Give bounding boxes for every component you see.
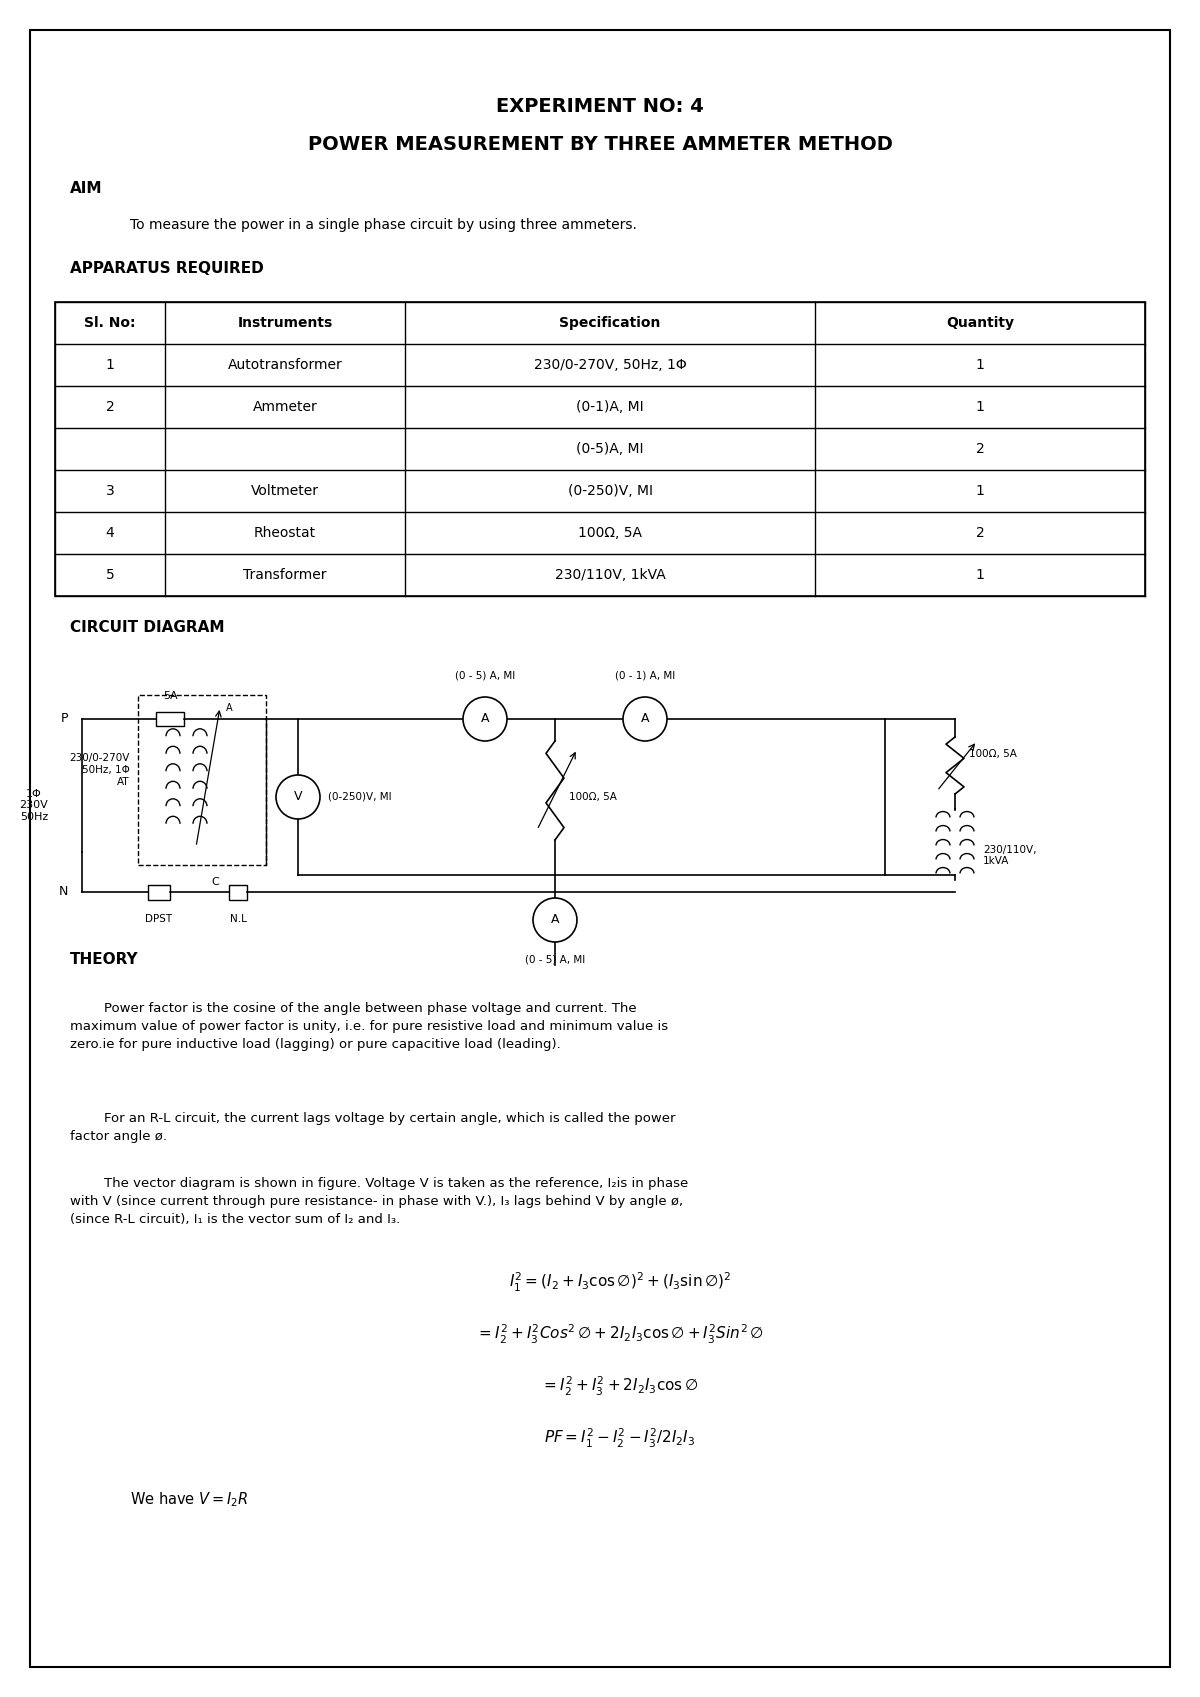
- Text: To measure the power in a single phase circuit by using three ammeters.: To measure the power in a single phase c…: [130, 217, 637, 232]
- Text: $= I_2^2 + I_3^2 + 2I_2I_3 \cos \emptyset$: $= I_2^2 + I_3^2 + 2I_2I_3 \cos \emptyse…: [541, 1375, 698, 1398]
- Text: 230/0-270V, 50Hz, 1Φ: 230/0-270V, 50Hz, 1Φ: [534, 358, 686, 372]
- Text: A: A: [226, 703, 233, 713]
- Text: Rheostat: Rheostat: [254, 526, 316, 540]
- Text: 1Φ
230V
50Hz: 1Φ 230V 50Hz: [19, 789, 48, 821]
- Text: 5: 5: [106, 568, 114, 582]
- Text: POWER MEASUREMENT BY THREE AMMETER METHOD: POWER MEASUREMENT BY THREE AMMETER METHO…: [307, 136, 893, 154]
- Text: A: A: [641, 713, 649, 726]
- Text: Transformer: Transformer: [244, 568, 326, 582]
- Circle shape: [533, 898, 577, 942]
- Text: Voltmeter: Voltmeter: [251, 484, 319, 497]
- Text: 4: 4: [106, 526, 114, 540]
- Text: (0 - 5) A, MI: (0 - 5) A, MI: [524, 955, 586, 966]
- Text: 1: 1: [976, 484, 984, 497]
- Text: A: A: [551, 913, 559, 927]
- Text: $I_1^2 = (I_2 + I_3 \cos \emptyset)^2 + (I_3 \sin \emptyset)^2$: $I_1^2 = (I_2 + I_3 \cos \emptyset)^2 + …: [509, 1271, 731, 1293]
- Text: DPST: DPST: [145, 915, 173, 923]
- Text: 230/110V,
1kVA: 230/110V, 1kVA: [983, 845, 1037, 865]
- Text: V: V: [294, 791, 302, 803]
- Text: For an R-L circuit, the current lags voltage by certain angle, which is called t: For an R-L circuit, the current lags vol…: [70, 1112, 676, 1144]
- Text: Ammeter: Ammeter: [253, 400, 317, 414]
- Text: N.L: N.L: [229, 915, 246, 923]
- Bar: [156, 713, 184, 726]
- Text: A: A: [481, 713, 490, 726]
- Text: We have $V = I_2R$: We have $V = I_2R$: [130, 1490, 248, 1509]
- Text: (0-250)V, MI: (0-250)V, MI: [328, 792, 391, 803]
- Text: 1: 1: [976, 358, 984, 372]
- Text: Quantity: Quantity: [946, 316, 1014, 329]
- Text: CIRCUIT DIAGRAM: CIRCUIT DIAGRAM: [70, 621, 224, 635]
- Text: 100Ω, 5A: 100Ω, 5A: [569, 792, 617, 803]
- Text: 1: 1: [106, 358, 114, 372]
- Text: Autotransformer: Autotransformer: [228, 358, 342, 372]
- Bar: [229, 886, 247, 899]
- Text: (0 - 5) A, MI: (0 - 5) A, MI: [455, 670, 515, 680]
- Text: N: N: [59, 886, 68, 898]
- Text: THEORY: THEORY: [70, 952, 139, 967]
- Text: $PF = I_1^2 - I_2^2 - I_3^2/2I_2I_3$: $PF = I_1^2 - I_2^2 - I_3^2/2I_2I_3$: [545, 1427, 696, 1449]
- Circle shape: [276, 776, 320, 820]
- Text: 100Ω, 5A: 100Ω, 5A: [970, 748, 1016, 759]
- Text: 5A: 5A: [163, 691, 178, 701]
- Text: 3: 3: [106, 484, 114, 497]
- Text: (0-250)V, MI: (0-250)V, MI: [568, 484, 653, 497]
- Text: EXPERIMENT NO: 4: EXPERIMENT NO: 4: [496, 97, 704, 117]
- Bar: [148, 886, 170, 899]
- Text: 2: 2: [976, 526, 984, 540]
- Text: $= I_2^2 + I_3^2Cos^2\, \emptyset + 2I_2I_3 \cos \emptyset + I_3^2Sin^2\, \empty: $= I_2^2 + I_3^2Cos^2\, \emptyset + 2I_2…: [476, 1322, 764, 1346]
- Text: 1: 1: [976, 400, 984, 414]
- Text: AIM: AIM: [70, 182, 102, 197]
- Text: (0-1)A, MI: (0-1)A, MI: [576, 400, 644, 414]
- Text: P: P: [60, 713, 68, 726]
- Text: 2: 2: [976, 441, 984, 456]
- Text: C: C: [211, 877, 218, 888]
- Text: 100Ω, 5A: 100Ω, 5A: [578, 526, 642, 540]
- Text: APPARATUS REQUIRED: APPARATUS REQUIRED: [70, 261, 264, 277]
- Text: 230/0-270V
50Hz, 1Φ
AT: 230/0-270V 50Hz, 1Φ AT: [70, 753, 130, 787]
- Text: 230/110V, 1kVA: 230/110V, 1kVA: [554, 568, 665, 582]
- Bar: [55, 302, 1145, 596]
- Text: Power factor is the cosine of the angle between phase voltage and current. The
m: Power factor is the cosine of the angle …: [70, 1001, 668, 1050]
- Text: Instruments: Instruments: [238, 316, 332, 329]
- Text: (0 - 1) A, MI: (0 - 1) A, MI: [614, 670, 676, 680]
- Text: Specification: Specification: [559, 316, 661, 329]
- Text: (0-5)A, MI: (0-5)A, MI: [576, 441, 643, 456]
- Bar: [138, 696, 266, 865]
- Text: The vector diagram is shown in figure. Voltage V is taken as the reference, I₂is: The vector diagram is shown in figure. V…: [70, 1178, 689, 1225]
- Text: 2: 2: [106, 400, 114, 414]
- Circle shape: [623, 697, 667, 742]
- Circle shape: [463, 697, 506, 742]
- Text: 1: 1: [976, 568, 984, 582]
- Text: Sl. No:: Sl. No:: [84, 316, 136, 329]
